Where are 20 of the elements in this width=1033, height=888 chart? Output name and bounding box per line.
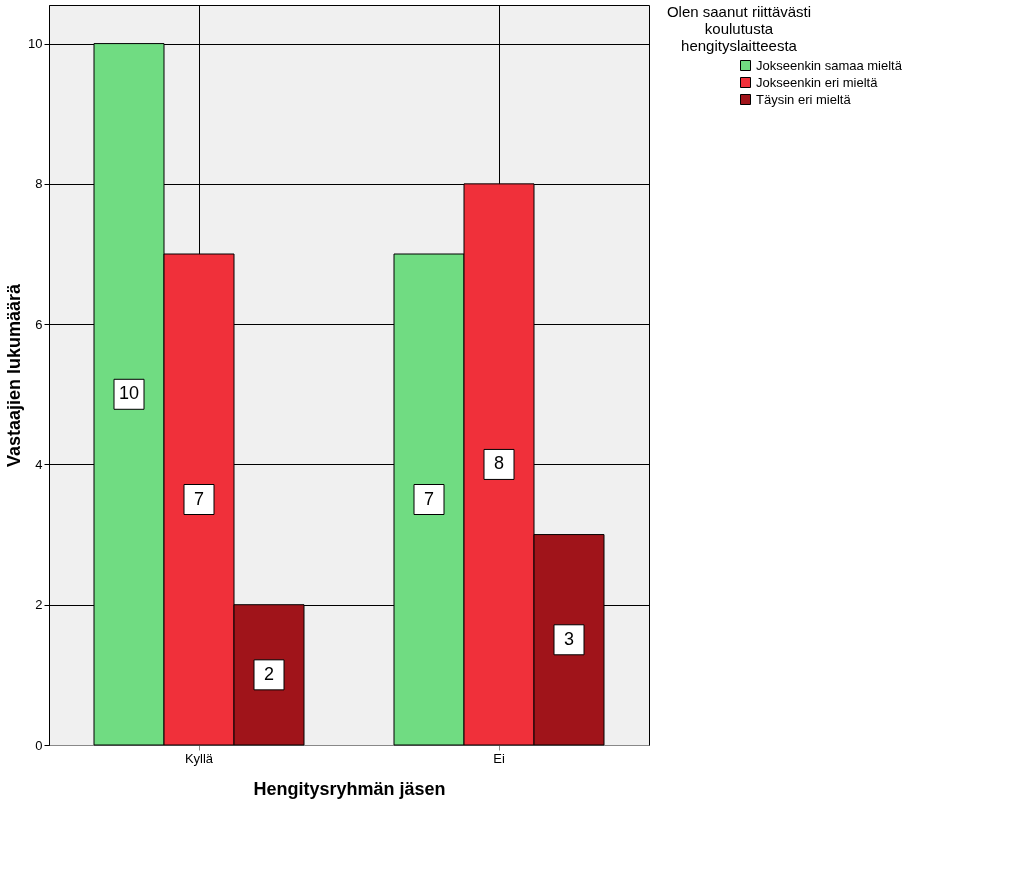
x-axis-title: Hengitysryhmän jäsen (253, 778, 446, 799)
y-axis-title: Vastaajien lukumäärä (4, 282, 25, 468)
y-tick-label: 10 (28, 36, 43, 52)
y-tick-label: 2 (35, 597, 43, 613)
data-label: 8 (493, 453, 505, 474)
x-tick-label: Kyllä (184, 750, 214, 766)
data-label: 7 (423, 488, 435, 509)
data-label: 2 (263, 663, 275, 684)
y-tick-label: 0 (35, 737, 43, 753)
data-label: 10 (118, 383, 140, 404)
data-label: 7 (193, 488, 205, 509)
legend-label: Jokseenkin samaa mieltä (756, 57, 903, 73)
data-label: 3 (563, 628, 575, 649)
legend-label: Jokseenkin eri mieltä (756, 74, 879, 90)
y-tick-label: 6 (35, 316, 43, 332)
y-tick-label: 8 (35, 176, 43, 192)
legend-title: Olen saanut riittävästi koulutusta hengityslaitteesta (666, 3, 812, 54)
x-tick-label: Ei (493, 750, 505, 766)
y-tick-label: 4 (35, 456, 43, 472)
legend-label: Täysin eri mieltä (756, 91, 852, 107)
